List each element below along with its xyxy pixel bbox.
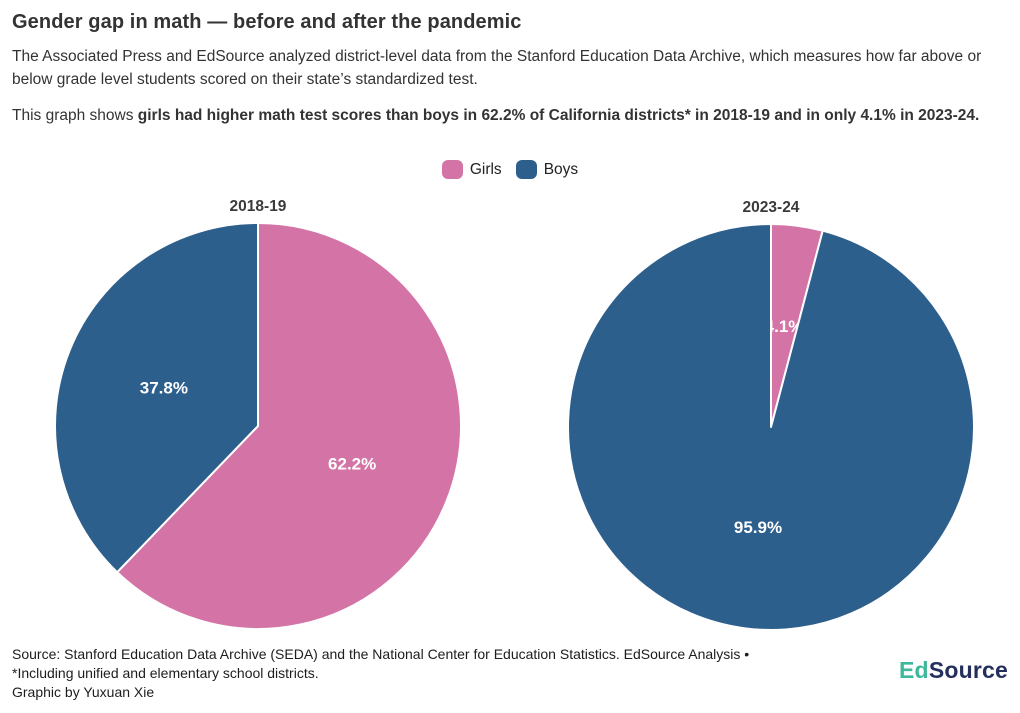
logo-part-ed: Ed [899, 657, 929, 683]
source-line: Source: Stanford Education Data Archive … [12, 646, 750, 662]
page-title: Gender gap in math — before and after th… [12, 11, 522, 33]
pie-label-girls: 62.2% [328, 454, 376, 473]
logo-part-source: Source [928, 657, 1008, 683]
claim-paragraph: This graph shows girls had higher math t… [12, 104, 1012, 127]
girls-color-swatch [441, 160, 463, 179]
pie-slice-girls [116, 222, 462, 630]
pie-label-boys: 37.8% [140, 379, 188, 398]
note-line: *Including unified and elementary school… [12, 665, 319, 681]
pie-chart-2018-19: 62.2% 37.8% [54, 222, 462, 630]
credit-line: Graphic by Yuxuan Xie [12, 684, 155, 700]
pie-block-2023-24: 2023-24 4.1% 95.9% [565, 199, 977, 633]
claim-highlight: girls had higher math test scores than b… [137, 107, 980, 124]
pie-slice-boys [567, 223, 975, 631]
boys-color-swatch [515, 160, 537, 179]
pie-title-2023-24: 2023-24 [742, 199, 800, 216]
intro-paragraph: The Associated Press and EdSource analyz… [12, 48, 982, 88]
footer: Source: Stanford Education Data Archive … [12, 645, 892, 702]
edsource-logo: EdSource [899, 657, 1008, 684]
chart-legend: Girls Boys [0, 160, 1020, 179]
legend-label-girls: Girls [469, 160, 502, 178]
legend-item-girls: Girls [441, 160, 502, 179]
pie-slice-boys [54, 222, 259, 574]
pie-label-boys: 95.9% [734, 518, 782, 537]
pie-block-2018-19: 2018-19 62.2% 37.8% [52, 198, 464, 632]
pie-title-2018-19: 2018-19 [229, 198, 287, 215]
claim-lead-in: This graph shows [12, 107, 138, 124]
legend-label-boys: Boys [543, 160, 579, 178]
pie-chart-2023-24: 4.1%95.9% [567, 223, 975, 631]
legend-item-boys: Boys [515, 160, 579, 179]
